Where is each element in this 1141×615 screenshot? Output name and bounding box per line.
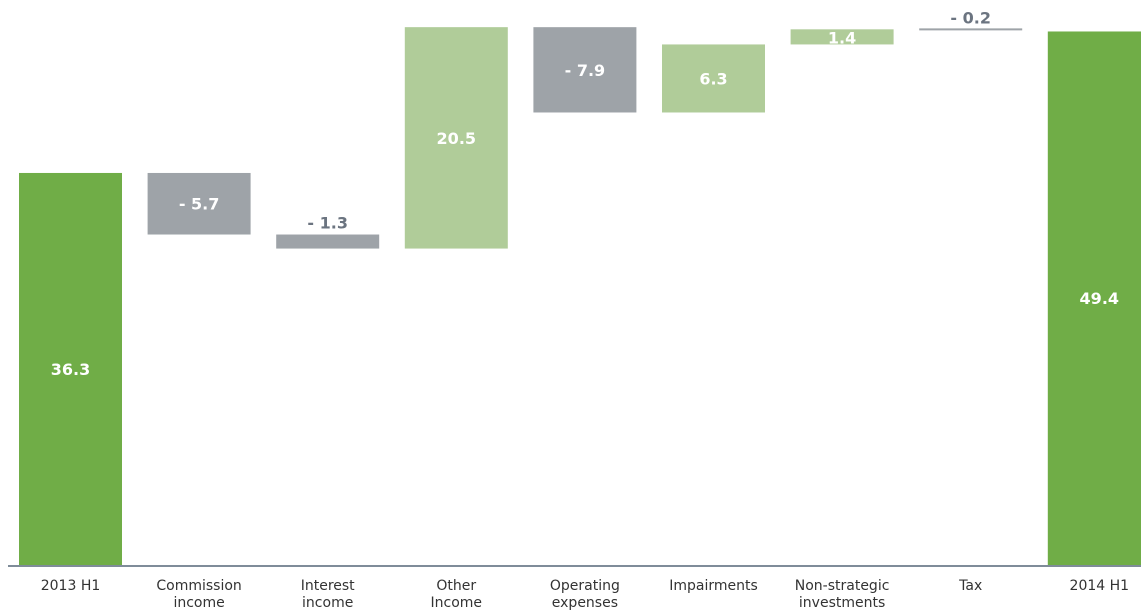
value-label-operating-expenses: - 7.9 xyxy=(565,61,606,80)
category-labels-group: 2013 H1 Commission income Interest income Oth… xyxy=(41,578,1129,611)
category-label-operating-expenses: Operating expenses xyxy=(550,578,620,611)
bar-non-strategic-investments xyxy=(790,29,894,45)
category-label-impairments: Impairments xyxy=(669,578,758,594)
category-label-other-income: Other Income xyxy=(431,578,483,611)
value-label-2014-h1: 49.4 xyxy=(1080,289,1119,308)
bars-group xyxy=(19,27,1141,566)
bar-other-income xyxy=(404,27,508,249)
value-label-other-income: 20.5 xyxy=(437,129,476,148)
bar-commission-income xyxy=(147,172,251,235)
value-label-commission-income: - 5.7 xyxy=(179,195,220,214)
value-label-non-strategic-investments: 1.4 xyxy=(828,28,856,47)
category-label-interest-income: Interest income xyxy=(301,578,355,611)
bar-operating-expenses xyxy=(533,27,637,113)
value-label-impairments: 6.3 xyxy=(699,69,727,88)
category-label-2013-h1: 2013 H1 xyxy=(41,578,101,594)
bar-interest-income xyxy=(276,234,380,249)
value-label-tax: - 0.2 xyxy=(950,8,991,27)
category-label-non-strategic-investments: Non-strategic investments xyxy=(795,578,890,611)
category-label-tax: Tax xyxy=(958,578,982,594)
category-label-2014-h1: 2014 H1 xyxy=(1070,578,1130,594)
bar-2013-h1 xyxy=(19,172,122,565)
value-labels-group: 36.3 - 5.7 - 1.3 20.5 - 7.9 6.3 1.4 - 0.2 49.4 xyxy=(51,8,1119,379)
category-label-commission-income: Commission income xyxy=(156,578,241,611)
bar-impairments xyxy=(662,44,765,113)
value-label-2013-h1: 36.3 xyxy=(51,360,90,379)
bar-2014-h1 xyxy=(1047,31,1141,566)
value-label-interest-income: - 1.3 xyxy=(307,214,348,233)
